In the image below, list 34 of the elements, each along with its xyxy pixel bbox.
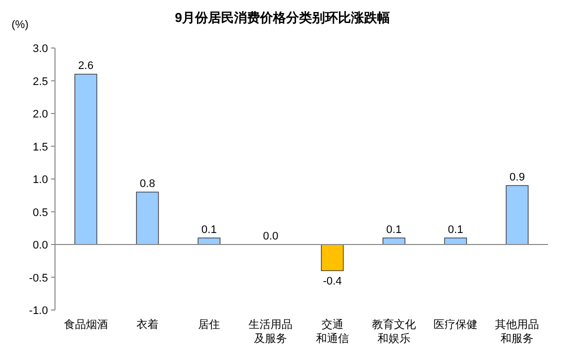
- data-label: 0.8: [140, 178, 156, 190]
- y-tick-label: 1.5: [32, 141, 48, 154]
- data-label: 0.1: [448, 224, 464, 236]
- bar: [74, 74, 98, 245]
- x-tick-label: 衣着: [136, 318, 158, 331]
- y-tick-label: 0.5: [32, 206, 48, 219]
- data-label: 0.9: [510, 172, 525, 184]
- y-tick-label: 1.0: [32, 174, 48, 186]
- bar: [506, 185, 529, 245]
- bar: [320, 244, 344, 272]
- y-tick-label: -1.0: [29, 305, 48, 317]
- bar: [382, 238, 406, 245]
- x-tick-label: 教育文化和娱乐: [372, 318, 416, 345]
- y-tick-label: 0.0: [32, 240, 48, 252]
- y-tick-label: 2.5: [32, 76, 48, 88]
- x-tick-label: 食品烟酒: [64, 318, 108, 331]
- y-tick-label: -0.5: [29, 272, 48, 284]
- bar: [444, 238, 467, 245]
- data-label: 0.1: [201, 224, 217, 236]
- x-tick-label: 医疗保健: [434, 318, 478, 331]
- y-axis-title: (%): [11, 19, 29, 31]
- data-label: 0.0: [263, 230, 278, 242]
- bar: [136, 192, 159, 245]
- data-label: -0.4: [322, 276, 342, 288]
- bar: [198, 238, 220, 245]
- y-tick-label: 3.0: [32, 43, 48, 55]
- x-tick-label: 居住: [198, 319, 220, 331]
- y-tick-label: 2.0: [32, 108, 48, 120]
- data-label: 0.1: [386, 224, 402, 236]
- x-tick-label: 其他用品和服务: [495, 318, 540, 345]
- x-tick-label: 生活用品及服务: [248, 318, 293, 345]
- chart-title: 9月份居民消费价格分类别环比涨跌幅: [174, 10, 390, 25]
- data-label: 2.6: [78, 60, 94, 72]
- x-tick-label: 交通和通信: [316, 318, 349, 345]
